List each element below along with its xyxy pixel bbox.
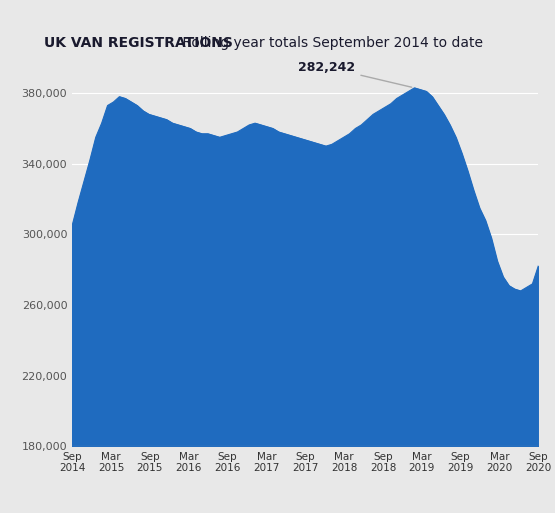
Text: Rolling year totals September 2014 to date: Rolling year totals September 2014 to da… [178,36,483,50]
Text: UK VAN REGISTRATIONS: UK VAN REGISTRATIONS [44,36,233,50]
Text: 282,242: 282,242 [298,61,412,87]
